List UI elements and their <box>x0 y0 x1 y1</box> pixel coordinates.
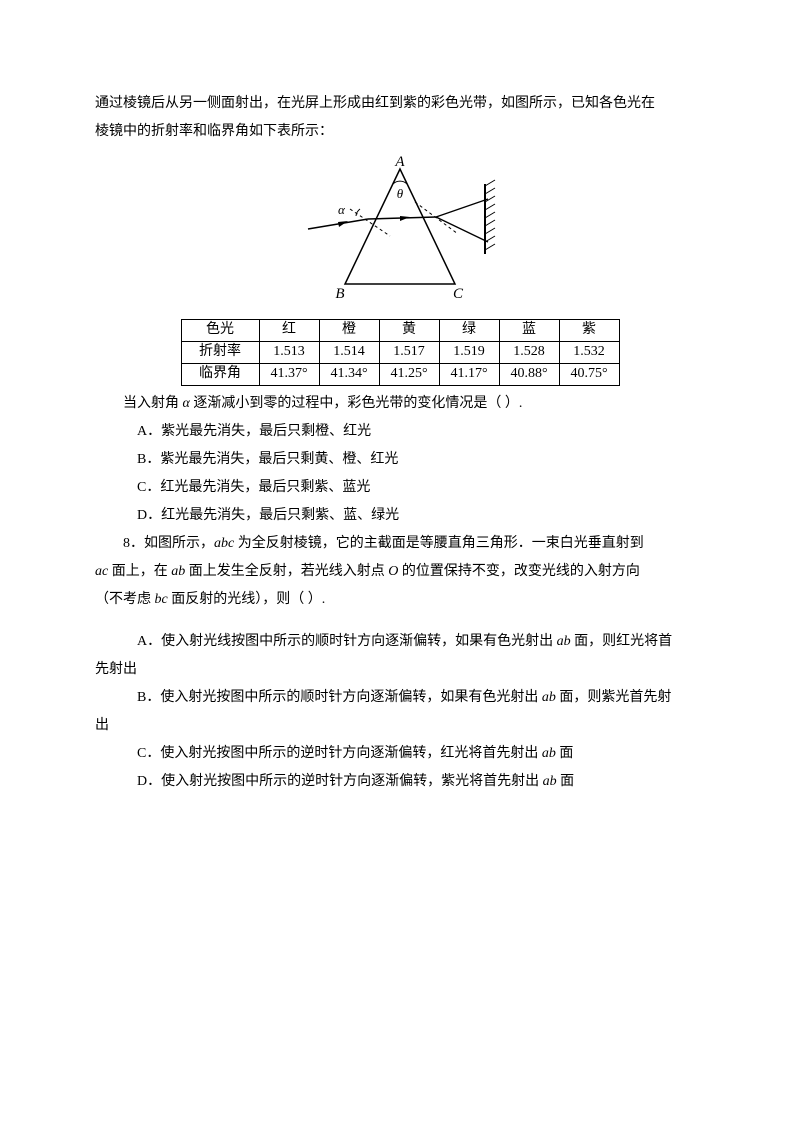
data-cell: 1.528 <box>499 342 559 364</box>
intro-line-1: 通过棱镜后从另一侧面射出，在光屏上形成由红到紫的彩色光带，如图所示，已知各色光在 <box>95 90 705 118</box>
q8-B-a: B．使入射光按图中所示的顺时针方向逐渐偏转，如果有色光射出 <box>137 690 542 705</box>
O-var: O <box>388 564 398 579</box>
q8-l1b: 为全反射棱镜，它的主截面是等腰直角三角形．一束白光垂直射到 <box>234 536 644 551</box>
header-cell: 橙 <box>319 320 379 342</box>
q8-l3b: 面反射的光线），则（ ）. <box>168 592 326 607</box>
data-cell: 1.532 <box>559 342 619 364</box>
q8-option-D: D．使入射光按图中所示的逆时针方向逐渐偏转，紫光将首先射出 ab 面 <box>95 768 705 796</box>
q8-C-a: C．使入射光按图中所示的逆时针方向逐渐偏转，红光将首先射出 <box>137 746 542 761</box>
data-cell: 40.88° <box>499 364 559 386</box>
screen-hatching <box>485 180 495 250</box>
table-row: 色光 红 橙 黄 绿 蓝 紫 <box>181 320 619 342</box>
q8-l2b: 面上，在 <box>108 564 171 579</box>
q8-A-b: 面，则红光将首 <box>571 634 673 649</box>
label-B: B <box>335 286 344 302</box>
data-cell: 1.514 <box>319 342 379 364</box>
row-label: 临界角 <box>181 364 259 386</box>
header-cell: 紫 <box>559 320 619 342</box>
header-cell: 黄 <box>379 320 439 342</box>
emergent-ray-1 <box>436 199 488 217</box>
q8-D-b: 面 <box>557 774 575 789</box>
header-cell: 蓝 <box>499 320 559 342</box>
data-cell: 41.17° <box>439 364 499 386</box>
data-cell: 41.25° <box>379 364 439 386</box>
q8-option-C: C．使入射光按图中所示的逆时针方向逐渐偏转，红光将首先射出 ab 面 <box>95 740 705 768</box>
incident-arrow <box>338 221 348 227</box>
ab-var-4: ab <box>542 746 556 761</box>
q7-stem: 当入射角 α 逐渐减小到零的过程中，彩色光带的变化情况是（ ）. <box>95 390 705 418</box>
row-label: 折射率 <box>181 342 259 364</box>
ab-var-5: ab <box>543 774 557 789</box>
q7-stem-prefix: 当入射角 <box>123 396 183 411</box>
q8-D-a: D．使入射光按图中所示的逆时针方向逐渐偏转，紫光将首先射出 <box>137 774 543 789</box>
data-cell: 1.513 <box>259 342 319 364</box>
q8-line3: （不考虑 bc 面反射的光线），则（ ）. <box>95 586 705 614</box>
spacer <box>95 614 705 628</box>
label-alpha: α <box>338 202 346 217</box>
table-row: 临界角 41.37° 41.34° 41.25° 41.17° 40.88° 4… <box>181 364 619 386</box>
header-cell: 绿 <box>439 320 499 342</box>
q8-l2c: 面上发生全反射，若光线入射点 <box>185 564 388 579</box>
header-cell: 色光 <box>181 320 259 342</box>
incident-ray <box>308 219 368 229</box>
q8-option-A-l2: 先射出 <box>95 656 705 684</box>
alpha-var: α <box>183 396 190 411</box>
data-cell: 1.517 <box>379 342 439 364</box>
q7-stem-suffix: 逐渐减小到零的过程中，彩色光带的变化情况是（ ）. <box>190 396 523 411</box>
q7-option-A: A．紫光最先消失，最后只剩橙、红光 <box>95 418 705 446</box>
data-cell: 1.519 <box>439 342 499 364</box>
q8-C-b: 面 <box>556 746 574 761</box>
intro-line-2: 棱镜中的折射率和临界角如下表所示： <box>95 118 705 146</box>
q8-line1: 8．如图所示，abc 为全反射棱镜，它的主截面是等腰直角三角形．一束白光垂直射到 <box>95 530 705 558</box>
data-cell: 41.34° <box>319 364 379 386</box>
header-cell: 红 <box>259 320 319 342</box>
abc-var: abc <box>214 536 234 551</box>
ab-var: ab <box>171 564 185 579</box>
theta-arc <box>393 181 407 184</box>
q8-option-B-l1: B．使入射光按图中所示的顺时针方向逐渐偏转，如果有色光射出 ab 面，则紫光首先… <box>95 684 705 712</box>
ac-var: ac <box>95 564 108 579</box>
ab-var-3: ab <box>542 690 556 705</box>
q8-option-B-l2: 出 <box>95 712 705 740</box>
data-cell: 40.75° <box>559 364 619 386</box>
bc-var: bc <box>155 592 168 607</box>
data-cell: 41.37° <box>259 364 319 386</box>
q8-A-a: A．使入射光线按图中所示的顺时针方向逐渐偏转，如果有色光射出 <box>137 634 557 649</box>
refraction-table: 色光 红 橙 黄 绿 蓝 紫 折射率 1.513 1.514 1.517 1.5… <box>181 319 620 386</box>
label-C: C <box>453 286 464 302</box>
q8-l2d: 的位置保持不变，改变光线的入射方向 <box>398 564 640 579</box>
table-row: 折射率 1.513 1.514 1.517 1.519 1.528 1.532 <box>181 342 619 364</box>
label-theta: θ <box>397 186 404 201</box>
q8-line2: ac 面上，在 ab 面上发生全反射，若光线入射点 O 的位置保持不变，改变光线… <box>95 558 705 586</box>
q8-l1a: 8．如图所示， <box>123 536 214 551</box>
q8-B-b: 面，则紫光首先射 <box>556 690 672 705</box>
q7-option-B: B．紫光最先消失，最后只剩黄、橙、红光 <box>95 446 705 474</box>
ab-var-2: ab <box>557 634 571 649</box>
emergent-ray-2 <box>436 217 488 242</box>
label-A: A <box>394 154 405 170</box>
q7-option-D: D．红光最先消失，最后只剩紫、蓝、绿光 <box>95 502 705 530</box>
q8-option-A-l1: A．使入射光线按图中所示的顺时针方向逐渐偏转，如果有色光射出 ab 面，则红光将… <box>95 628 705 656</box>
q8-l3a: （不考虑 <box>95 592 155 607</box>
alpha-arc <box>356 209 360 216</box>
q7-option-C: C．红光最先消失，最后只剩紫、蓝光 <box>95 474 705 502</box>
prism-diagram: A θ α B C <box>95 154 705 315</box>
